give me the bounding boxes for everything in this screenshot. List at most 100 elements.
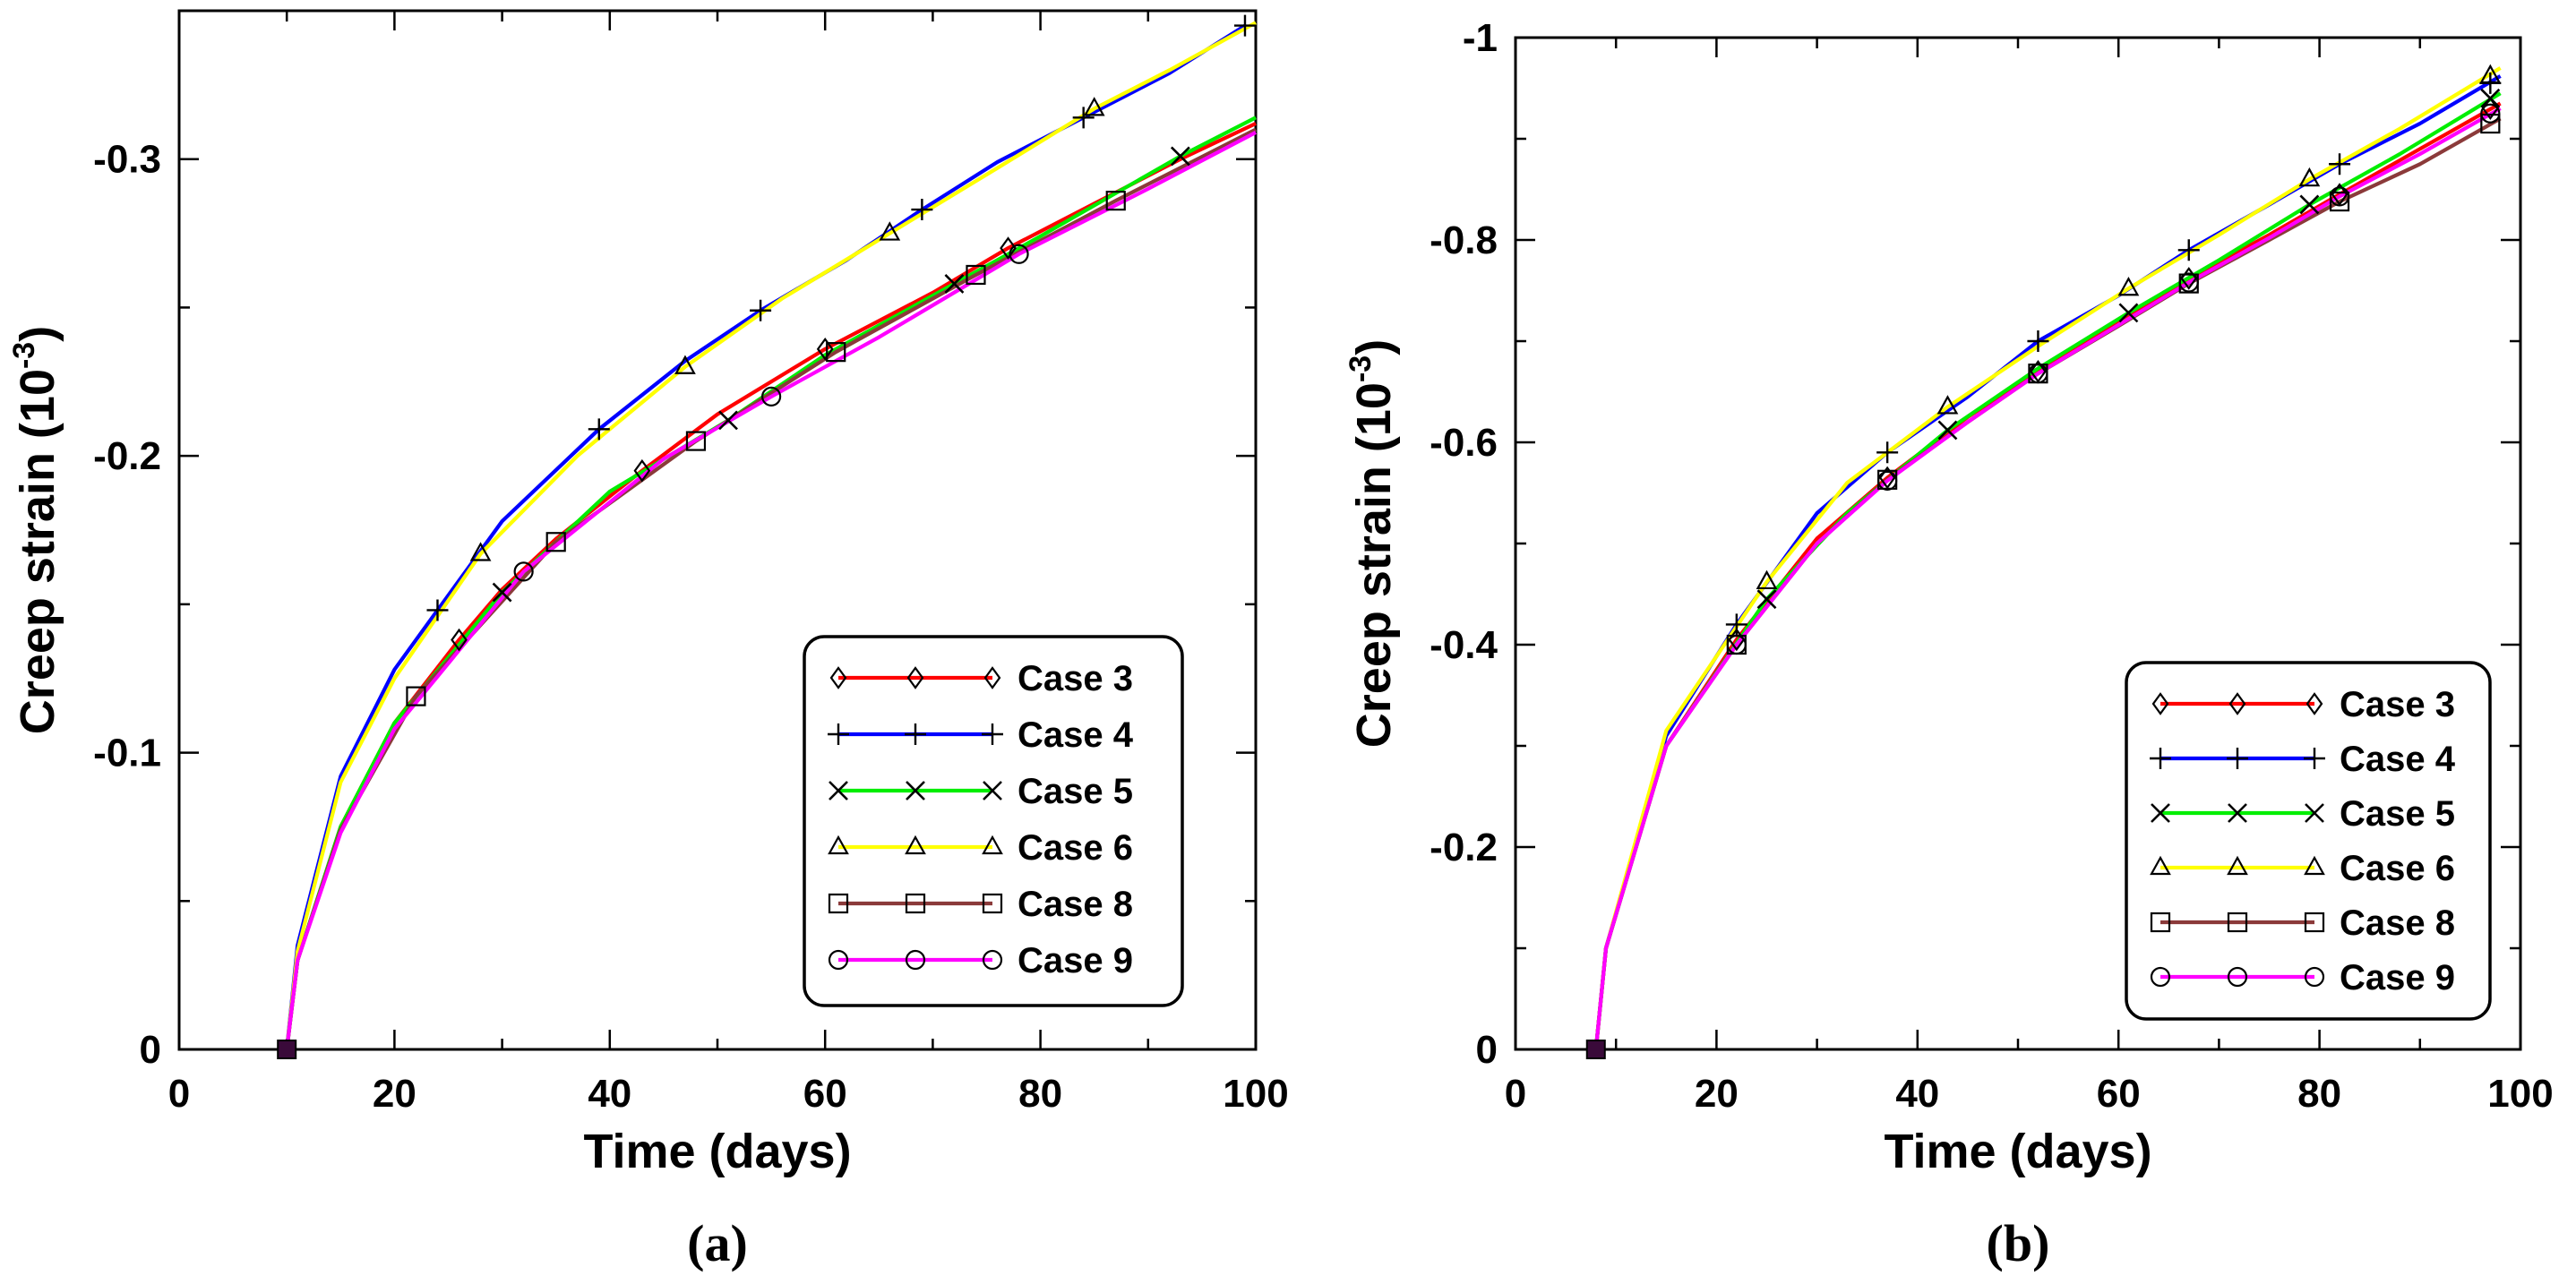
legend-marker bbox=[2150, 855, 2171, 876]
legend-marker bbox=[983, 781, 1002, 800]
marker-case-6 bbox=[674, 355, 696, 374]
legend-label: Case 6 bbox=[2340, 849, 2455, 888]
legend-marker bbox=[906, 781, 925, 800]
x-tick-label: 40 bbox=[588, 1072, 631, 1116]
x-tick-label: 40 bbox=[1895, 1072, 1939, 1116]
y-axis-title-base: Creep strain (10 bbox=[11, 369, 64, 734]
y-axis-title-base: Creep strain (10 bbox=[1347, 382, 1401, 748]
marker-case-8 bbox=[2480, 113, 2501, 134]
marker-case-5 bbox=[944, 273, 965, 294]
y-axis-title-exponent: -3 bbox=[1344, 355, 1378, 382]
marker-case-6 bbox=[2298, 167, 2321, 187]
legend-marker bbox=[829, 666, 847, 689]
marker-case-8 bbox=[685, 431, 707, 451]
start-point-marker bbox=[1585, 1040, 1606, 1059]
legend-marker bbox=[905, 835, 926, 855]
marker-case-6 bbox=[879, 221, 901, 241]
marker-case-5 bbox=[1170, 146, 1190, 167]
marker-case-9 bbox=[1009, 244, 1029, 264]
marker-case-4 bbox=[1725, 613, 1747, 636]
legend-marker bbox=[982, 723, 1003, 745]
legend-marker bbox=[2304, 748, 2325, 769]
legend-label: Case 4 bbox=[1018, 715, 1134, 755]
marker-case-4 bbox=[2027, 330, 2049, 352]
legend-marker bbox=[982, 893, 1003, 914]
marker-case-5 bbox=[2118, 303, 2139, 323]
marker-case-3 bbox=[1878, 466, 1896, 490]
x-tick-label: 100 bbox=[1223, 1072, 1288, 1116]
legend-marker bbox=[2150, 912, 2171, 933]
legend-box bbox=[803, 635, 1184, 1007]
marker-case-5 bbox=[492, 582, 512, 603]
legend-marker bbox=[905, 949, 926, 971]
legend-marker bbox=[2151, 803, 2170, 823]
series-line-case-6 bbox=[1593, 66, 2502, 1050]
x-tick-label: 80 bbox=[2297, 1072, 2341, 1116]
legend-marker bbox=[2227, 855, 2248, 876]
marker-case-9 bbox=[1877, 470, 1898, 492]
legend-label: Case 6 bbox=[1018, 828, 1133, 868]
legend-label: Case 8 bbox=[1018, 885, 1133, 924]
y-tick-label: -0.2 bbox=[93, 434, 161, 478]
marker-case-3 bbox=[2030, 360, 2047, 383]
legend-marker bbox=[982, 835, 1003, 855]
x-axis-title: Time (days) bbox=[583, 1125, 851, 1178]
marker-case-9 bbox=[513, 561, 534, 582]
marker-case-8 bbox=[966, 264, 986, 286]
legend-label: Case 4 bbox=[2340, 740, 2456, 779]
legend-marker bbox=[828, 723, 849, 745]
y-axis-title-exponent: -3 bbox=[7, 342, 41, 369]
y-tick-label: 0 bbox=[1476, 1028, 1498, 1072]
y-tick-label: -0.1 bbox=[93, 732, 161, 775]
marker-case-4 bbox=[426, 599, 449, 621]
series-line-case-9 bbox=[285, 131, 1257, 1050]
y-tick-label: -1 bbox=[1463, 16, 1498, 60]
legend-marker bbox=[2304, 966, 2325, 988]
x-tick-label: 20 bbox=[1695, 1072, 1739, 1116]
legend-marker bbox=[2227, 912, 2248, 933]
legend-marker bbox=[983, 666, 1001, 689]
marker-case-5 bbox=[2480, 88, 2501, 108]
marker-case-8 bbox=[826, 342, 846, 363]
legend-marker bbox=[2304, 912, 2325, 933]
x-axis-title: Time (days) bbox=[1884, 1125, 2151, 1178]
marker-case-9 bbox=[2329, 186, 2350, 207]
x-tick-label: 0 bbox=[168, 1072, 190, 1116]
marker-case-4 bbox=[911, 199, 933, 221]
x-tick-label: 0 bbox=[1505, 1072, 1526, 1116]
y-axis-title-close: ) bbox=[1347, 339, 1401, 355]
x-tick-label: 60 bbox=[2097, 1072, 2141, 1116]
legend-marker bbox=[982, 949, 1003, 971]
panel-label: (a) bbox=[687, 1214, 748, 1272]
x-tick-label: 100 bbox=[2487, 1072, 2553, 1116]
legend-label: Case 3 bbox=[1018, 659, 1133, 698]
marker-case-6 bbox=[469, 542, 492, 561]
marker-case-6 bbox=[1083, 97, 1105, 116]
marker-case-4 bbox=[1072, 107, 1095, 129]
panel-label: (b) bbox=[1987, 1214, 2050, 1272]
legend-marker bbox=[828, 835, 849, 855]
legend-marker bbox=[828, 893, 849, 914]
y-axis-title: Creep strain (10-3) bbox=[1344, 339, 1401, 748]
marker-case-8 bbox=[1105, 191, 1126, 211]
marker-case-9 bbox=[760, 386, 782, 407]
legend: Case 3 Case 4 Case 5 Case 6 Case 8 Case 9 bbox=[803, 635, 1184, 1007]
marker-case-6 bbox=[1756, 569, 1778, 590]
marker-case-8 bbox=[406, 686, 426, 706]
marker-case-6 bbox=[1936, 395, 1959, 415]
legend-label: Case 9 bbox=[2340, 958, 2455, 997]
x-tick-label: 80 bbox=[1018, 1072, 1062, 1116]
marker-case-6 bbox=[2479, 64, 2502, 84]
legend-label: Case 5 bbox=[2340, 794, 2455, 834]
legend-marker bbox=[2306, 692, 2323, 715]
legend-box bbox=[2125, 661, 2492, 1021]
y-tick-label: -0.4 bbox=[1430, 623, 1498, 667]
y-tick-label: 0 bbox=[140, 1028, 161, 1072]
x-tick-label: 20 bbox=[373, 1072, 416, 1116]
marker-case-3 bbox=[451, 628, 468, 652]
y-axis-title: Creep strain (10-3) bbox=[7, 326, 64, 734]
marker-case-4 bbox=[588, 418, 610, 441]
legend-marker bbox=[2150, 748, 2171, 769]
y-tick-label: -0.2 bbox=[1430, 826, 1498, 869]
